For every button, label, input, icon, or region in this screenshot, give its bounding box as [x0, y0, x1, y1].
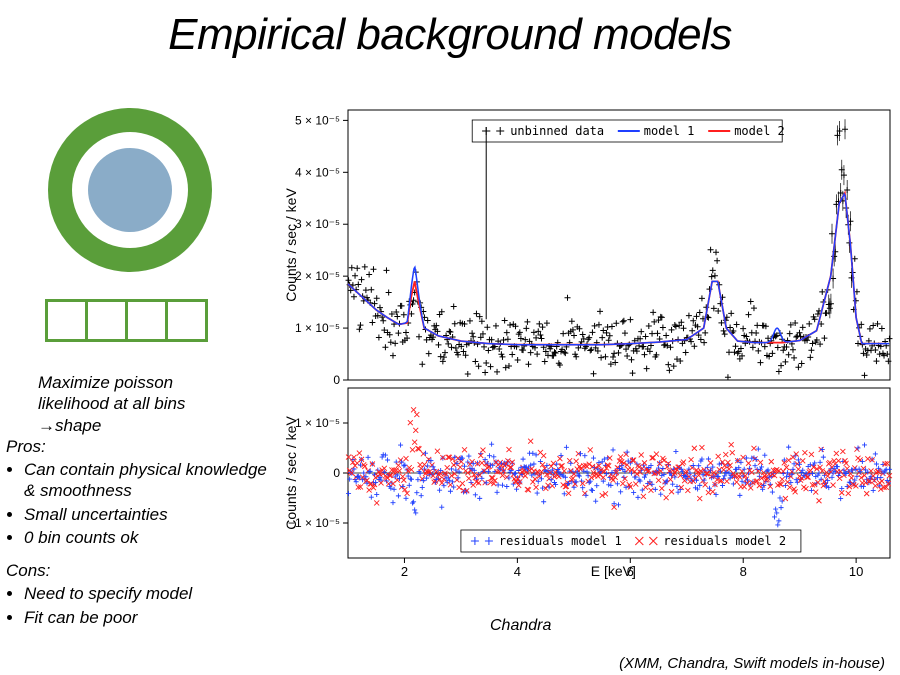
svg-text:residuals model 1: residuals model 1: [499, 534, 622, 548]
annulus-diagram: [40, 100, 220, 280]
list-item: Can contain physical knowledge & smoothn…: [24, 459, 270, 502]
svg-text:2: 2: [401, 564, 408, 579]
intro-line1: Maximize poisson: [38, 373, 173, 392]
bin-boxes: [45, 299, 270, 342]
left-column: Maximize poisson likelihood at all bins …: [20, 100, 270, 640]
pros-list: Can contain physical knowledge & smoothn…: [24, 459, 270, 548]
cons-heading: Cons:: [6, 561, 50, 580]
list-item: Need to specify model: [24, 583, 270, 604]
svg-text:model 2: model 2: [734, 124, 785, 138]
list-item: 0 bin counts ok: [24, 527, 270, 548]
description-text: Maximize poisson likelihood at all bins …: [20, 372, 270, 628]
caption-models: (XMM, Chandra, Swift models in-house): [619, 655, 885, 672]
svg-text:10: 10: [849, 564, 863, 579]
chart-panel: 0 1 × 10⁻⁵ 2 × 10⁻⁵ 3 × 10⁻⁵ 4 × 10⁻⁵ 5 × 10⁻…: [278, 100, 898, 610]
svg-text:E [keV]: E [keV]: [591, 563, 636, 579]
svg-text:5 × 10⁻⁵: 5 × 10⁻⁵: [295, 113, 340, 127]
svg-text:residuals model 2: residuals model 2: [663, 534, 786, 548]
intro-line3: →shape: [38, 416, 101, 435]
svg-text:Counts / sec / keV: Counts / sec / keV: [283, 416, 299, 530]
svg-text:0: 0: [333, 466, 340, 480]
svg-text:2 × 10⁻⁵: 2 × 10⁻⁵: [295, 269, 340, 283]
svg-text:Counts / sec / keV: Counts / sec / keV: [283, 188, 299, 302]
svg-text:1 × 10⁻⁵: 1 × 10⁻⁵: [295, 416, 340, 430]
pros-heading: Pros:: [6, 437, 46, 456]
slide-title: Empirical background models: [0, 10, 900, 60]
svg-text:model 1: model 1: [644, 124, 695, 138]
spectrum-plot: 0 1 × 10⁻⁵ 2 × 10⁻⁵ 3 × 10⁻⁵ 4 × 10⁻⁵ 5 × 10⁻…: [278, 100, 898, 610]
cons-list: Need to specify model Fit can be poor: [24, 583, 270, 628]
list-item: Fit can be poor: [24, 607, 270, 628]
svg-text:4 × 10⁻⁵: 4 × 10⁻⁵: [295, 165, 340, 179]
svg-text:unbinned data: unbinned data: [510, 124, 604, 138]
svg-text:4: 4: [514, 564, 521, 579]
svg-text:8: 8: [740, 564, 747, 579]
intro-line2: likelihood at all bins: [38, 394, 185, 413]
svg-text:1 × 10⁻⁵: 1 × 10⁻⁵: [295, 321, 340, 335]
svg-text:0: 0: [333, 373, 340, 387]
list-item: Small uncertainties: [24, 504, 270, 525]
caption-instrument: Chandra: [490, 617, 551, 635]
svg-text:3 × 10⁻⁵: 3 × 10⁻⁵: [295, 217, 340, 231]
